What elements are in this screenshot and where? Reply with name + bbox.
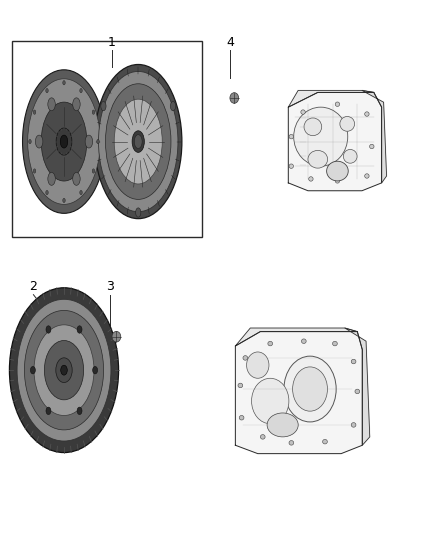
Ellipse shape xyxy=(243,356,248,360)
Ellipse shape xyxy=(80,190,82,195)
Ellipse shape xyxy=(92,110,95,114)
Bar xyxy=(12,41,201,237)
Ellipse shape xyxy=(73,172,80,185)
Circle shape xyxy=(230,93,239,103)
Ellipse shape xyxy=(106,84,171,199)
Ellipse shape xyxy=(73,98,80,111)
Ellipse shape xyxy=(289,441,294,445)
Ellipse shape xyxy=(323,439,327,444)
Ellipse shape xyxy=(17,300,111,441)
Ellipse shape xyxy=(22,70,106,213)
Ellipse shape xyxy=(365,174,369,178)
Ellipse shape xyxy=(28,79,100,204)
Ellipse shape xyxy=(247,352,269,378)
Ellipse shape xyxy=(92,169,95,173)
Polygon shape xyxy=(345,328,370,445)
Text: 1: 1 xyxy=(108,36,116,49)
Ellipse shape xyxy=(289,164,293,168)
Ellipse shape xyxy=(335,179,339,183)
Ellipse shape xyxy=(294,107,348,166)
Ellipse shape xyxy=(134,135,142,149)
Polygon shape xyxy=(235,328,357,346)
Ellipse shape xyxy=(284,356,336,422)
Ellipse shape xyxy=(61,365,67,375)
Ellipse shape xyxy=(97,140,99,144)
Ellipse shape xyxy=(170,101,176,111)
Circle shape xyxy=(112,332,121,342)
Ellipse shape xyxy=(309,177,313,181)
Polygon shape xyxy=(235,332,362,454)
Ellipse shape xyxy=(251,378,289,424)
Ellipse shape xyxy=(301,339,306,343)
Ellipse shape xyxy=(304,118,322,136)
Ellipse shape xyxy=(355,389,360,394)
Ellipse shape xyxy=(351,423,356,427)
Ellipse shape xyxy=(56,358,72,383)
Ellipse shape xyxy=(63,198,65,203)
Ellipse shape xyxy=(114,99,162,184)
Ellipse shape xyxy=(101,101,106,111)
Ellipse shape xyxy=(260,434,265,439)
Ellipse shape xyxy=(332,341,337,346)
Polygon shape xyxy=(288,92,381,191)
Ellipse shape xyxy=(60,135,68,148)
Ellipse shape xyxy=(95,64,182,219)
Ellipse shape xyxy=(343,149,357,163)
Ellipse shape xyxy=(340,117,355,131)
Ellipse shape xyxy=(46,88,48,93)
Ellipse shape xyxy=(10,288,119,453)
Ellipse shape xyxy=(29,140,31,144)
Ellipse shape xyxy=(136,208,141,217)
Ellipse shape xyxy=(267,413,298,437)
Ellipse shape xyxy=(46,190,48,195)
Ellipse shape xyxy=(239,415,244,420)
Ellipse shape xyxy=(99,71,178,212)
Ellipse shape xyxy=(289,134,293,139)
Ellipse shape xyxy=(308,150,328,168)
Ellipse shape xyxy=(132,131,145,152)
Polygon shape xyxy=(288,91,374,107)
Ellipse shape xyxy=(56,128,72,155)
Ellipse shape xyxy=(48,98,55,111)
Ellipse shape xyxy=(238,383,243,387)
Ellipse shape xyxy=(80,88,82,93)
Ellipse shape xyxy=(365,112,369,116)
Ellipse shape xyxy=(370,144,374,149)
Polygon shape xyxy=(362,91,387,183)
Ellipse shape xyxy=(301,110,305,114)
Ellipse shape xyxy=(63,80,65,85)
Ellipse shape xyxy=(85,135,92,148)
Ellipse shape xyxy=(77,326,82,333)
Ellipse shape xyxy=(48,172,55,185)
Ellipse shape xyxy=(268,341,272,346)
Ellipse shape xyxy=(46,407,51,415)
Ellipse shape xyxy=(93,367,98,374)
Text: 2: 2 xyxy=(29,280,37,293)
Ellipse shape xyxy=(293,367,328,411)
Text: 4: 4 xyxy=(226,36,234,49)
Ellipse shape xyxy=(44,341,84,400)
Ellipse shape xyxy=(34,325,94,416)
Ellipse shape xyxy=(41,102,87,181)
Text: 3: 3 xyxy=(106,280,114,293)
Ellipse shape xyxy=(351,359,356,364)
Ellipse shape xyxy=(33,110,36,114)
Ellipse shape xyxy=(33,169,36,173)
Ellipse shape xyxy=(25,310,103,430)
Ellipse shape xyxy=(335,102,339,107)
Ellipse shape xyxy=(77,407,82,415)
Ellipse shape xyxy=(327,161,348,181)
Ellipse shape xyxy=(30,367,35,374)
Ellipse shape xyxy=(46,326,51,333)
Ellipse shape xyxy=(35,135,43,148)
